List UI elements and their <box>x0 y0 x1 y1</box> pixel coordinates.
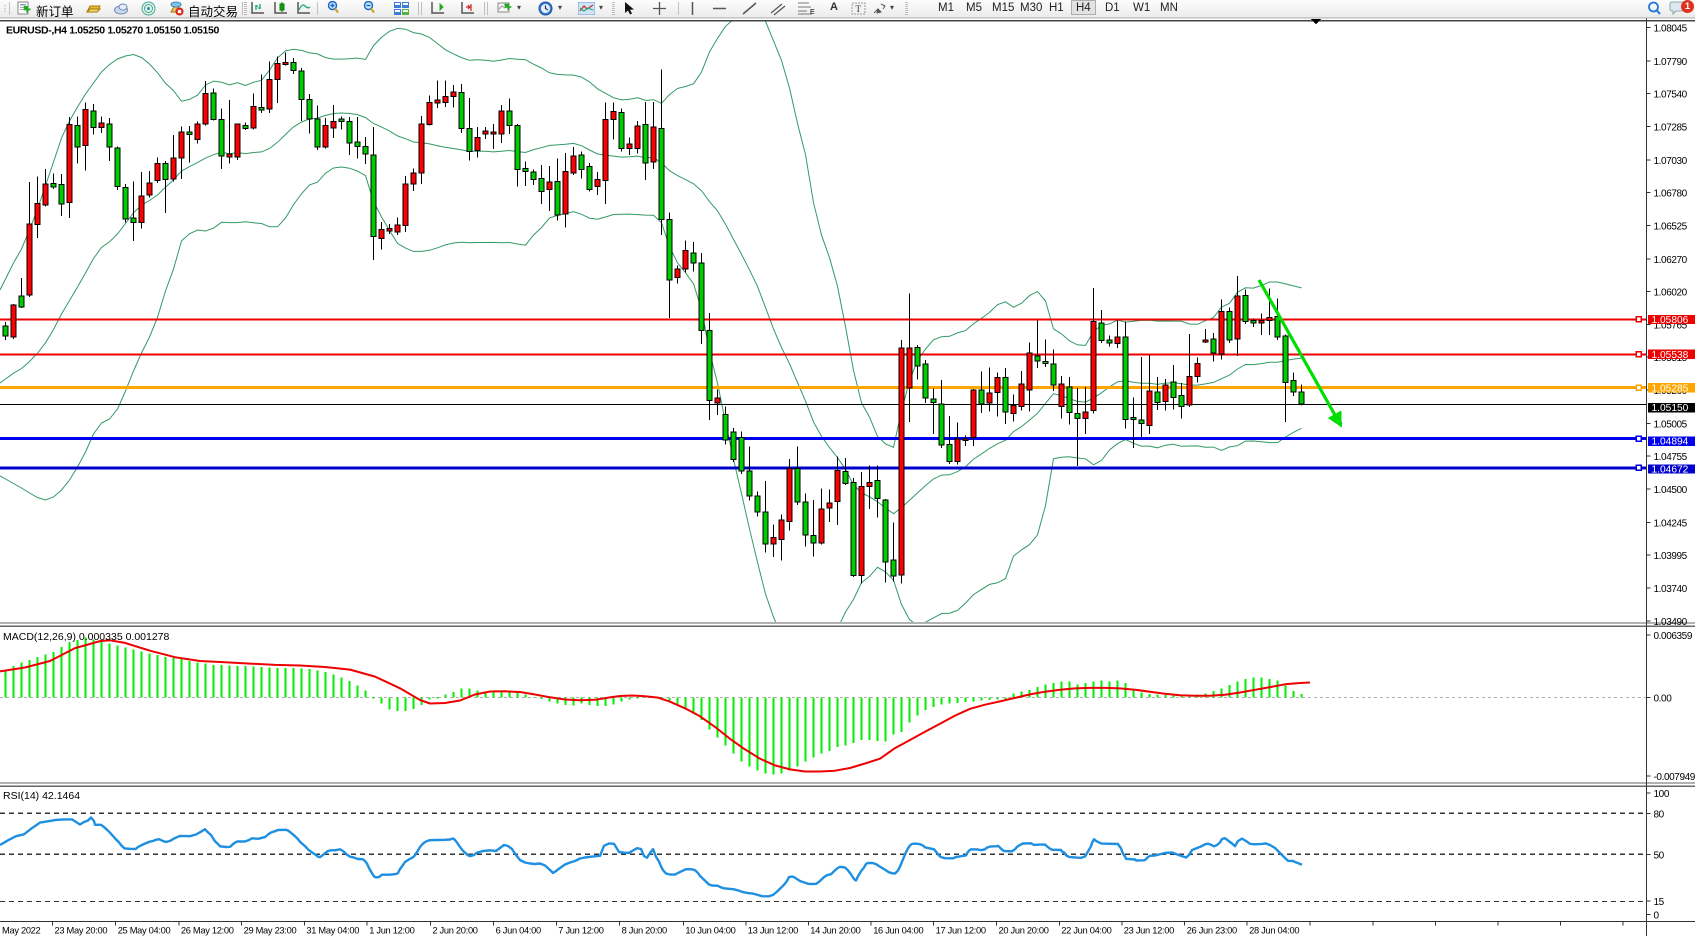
svg-text:16 Jun 04:00: 16 Jun 04:00 <box>873 926 923 936</box>
svg-text:1.05005: 1.05005 <box>1654 419 1688 430</box>
svg-text:6 Jun 04:00: 6 Jun 04:00 <box>496 926 541 936</box>
svg-text:1.06020: 1.06020 <box>1654 287 1688 298</box>
svg-text:29 May 23:00: 29 May 23:00 <box>244 926 297 936</box>
svg-text:23 May 20:00: 23 May 20:00 <box>55 926 108 936</box>
svg-text:50: 50 <box>1654 850 1665 861</box>
svg-text:31 May 04:00: 31 May 04:00 <box>306 926 359 936</box>
svg-text:1.05538: 1.05538 <box>1652 350 1689 361</box>
svg-text:1.06270: 1.06270 <box>1654 255 1688 266</box>
svg-text:0: 0 <box>1654 911 1660 922</box>
svg-text:1.04672: 1.04672 <box>1652 465 1689 476</box>
svg-text:1 Jun 12:00: 1 Jun 12:00 <box>369 926 414 936</box>
svg-text:1.07030: 1.07030 <box>1654 156 1688 167</box>
svg-text:1.03995: 1.03995 <box>1654 551 1688 562</box>
svg-text:7 Jun 12:00: 7 Jun 12:00 <box>558 926 603 936</box>
svg-text:25 May 04:00: 25 May 04:00 <box>118 926 171 936</box>
svg-text:EURUSD-,H4 1.05250 1.05270 1.: EURUSD-,H4 1.05250 1.05270 1.05150 1.051… <box>6 25 219 37</box>
svg-text:14 Jun 20:00: 14 Jun 20:00 <box>810 926 860 936</box>
svg-text:1.05806: 1.05806 <box>1652 315 1689 326</box>
svg-text:28 Jun 04:00: 28 Jun 04:00 <box>1249 926 1299 936</box>
svg-text:1.08045: 1.08045 <box>1654 24 1688 35</box>
svg-text:1.05285: 1.05285 <box>1652 383 1689 394</box>
svg-text:23 Jun 12:00: 23 Jun 12:00 <box>1124 926 1174 936</box>
svg-text:1.04245: 1.04245 <box>1654 518 1688 529</box>
svg-text:26 Jun 23:00: 26 Jun 23:00 <box>1187 926 1237 936</box>
svg-text:1.05765: 1.05765 <box>1654 321 1688 332</box>
svg-text:MACD(12,26,9) 0.000335 0.00127: MACD(12,26,9) 0.000335 0.001278 <box>3 631 170 643</box>
svg-text:26 May 12:00: 26 May 12:00 <box>181 926 234 936</box>
svg-text:1.04500: 1.04500 <box>1654 485 1688 496</box>
svg-text:17 Jun 12:00: 17 Jun 12:00 <box>936 926 986 936</box>
svg-text:0.00: 0.00 <box>1654 694 1673 705</box>
svg-text:-0.007949: -0.007949 <box>1654 772 1695 783</box>
svg-text:8 Jun 20:00: 8 Jun 20:00 <box>622 926 667 936</box>
svg-text:0.006359: 0.006359 <box>1654 631 1693 642</box>
svg-text:1.04894: 1.04894 <box>1652 437 1689 448</box>
svg-text:1.03490: 1.03490 <box>1654 617 1688 628</box>
svg-text:20 Jun 20:00: 20 Jun 20:00 <box>999 926 1049 936</box>
svg-text:2 Jun 20:00: 2 Jun 20:00 <box>432 926 477 936</box>
svg-text:10 Jun 04:00: 10 Jun 04:00 <box>685 926 735 936</box>
svg-text:1.06780: 1.06780 <box>1654 188 1688 199</box>
svg-text:13 Jun 12:00: 13 Jun 12:00 <box>748 926 798 936</box>
svg-text:100: 100 <box>1654 789 1670 800</box>
svg-text:15: 15 <box>1654 897 1665 908</box>
svg-text:RSI(14) 42.1464: RSI(14) 42.1464 <box>3 790 80 802</box>
svg-text:1.07285: 1.07285 <box>1654 123 1688 134</box>
svg-text:1.05150: 1.05150 <box>1652 403 1689 414</box>
svg-text:1.07540: 1.07540 <box>1654 90 1688 101</box>
svg-text:T: T <box>856 4 862 14</box>
svg-text:1.04755: 1.04755 <box>1654 452 1688 463</box>
svg-text:80: 80 <box>1654 809 1665 820</box>
svg-text:1.06525: 1.06525 <box>1654 222 1688 233</box>
svg-text:1.03740: 1.03740 <box>1654 584 1688 595</box>
svg-text:May 2022: May 2022 <box>2 926 41 936</box>
svg-text:1.07790: 1.07790 <box>1654 57 1688 68</box>
svg-text:22 Jun 04:00: 22 Jun 04:00 <box>1061 926 1111 936</box>
svg-text:E: E <box>810 9 815 16</box>
